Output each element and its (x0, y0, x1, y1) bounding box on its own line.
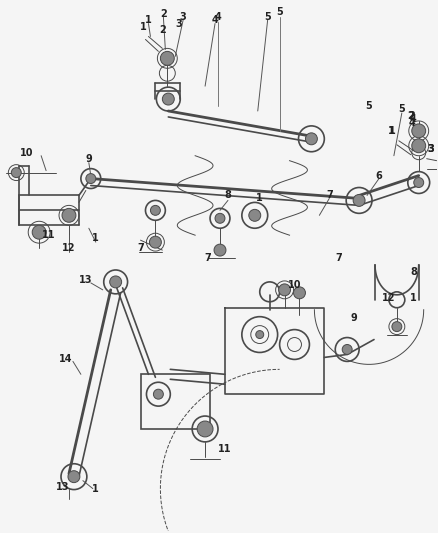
Circle shape (160, 51, 174, 65)
Circle shape (414, 177, 424, 188)
Text: 7: 7 (326, 190, 333, 200)
Circle shape (162, 93, 174, 105)
Text: 1: 1 (389, 126, 395, 136)
Text: 1: 1 (140, 21, 147, 31)
Text: 9: 9 (351, 313, 357, 322)
Text: 3: 3 (180, 12, 187, 22)
Circle shape (68, 471, 80, 482)
Circle shape (86, 174, 96, 183)
Text: 2: 2 (159, 25, 166, 35)
Text: 14: 14 (59, 354, 73, 365)
Text: 1: 1 (410, 293, 417, 303)
Circle shape (256, 330, 264, 338)
Text: 10: 10 (288, 280, 301, 290)
Text: 2: 2 (160, 9, 167, 19)
Text: 7: 7 (137, 243, 144, 253)
Text: 3: 3 (427, 144, 434, 154)
Circle shape (279, 284, 290, 296)
Circle shape (342, 344, 352, 354)
Text: 5: 5 (366, 101, 372, 111)
Circle shape (150, 205, 160, 215)
Circle shape (305, 133, 318, 145)
Text: 3: 3 (427, 144, 434, 154)
Circle shape (249, 209, 261, 221)
Text: 5: 5 (399, 104, 405, 114)
Text: 4: 4 (408, 118, 415, 128)
Circle shape (153, 389, 163, 399)
Text: 12: 12 (382, 293, 396, 303)
Circle shape (149, 236, 161, 248)
Text: 1: 1 (256, 193, 263, 204)
Text: 1: 1 (92, 483, 99, 494)
Text: 7: 7 (205, 253, 212, 263)
Circle shape (214, 244, 226, 256)
Circle shape (392, 321, 402, 332)
Circle shape (197, 421, 213, 437)
Text: 12: 12 (62, 243, 76, 253)
Text: 1: 1 (92, 233, 99, 243)
Text: 7: 7 (336, 253, 343, 263)
Text: 10: 10 (19, 148, 33, 158)
Circle shape (353, 195, 365, 206)
Text: 8: 8 (225, 190, 231, 200)
Text: 2: 2 (408, 111, 415, 121)
Text: 2: 2 (407, 111, 414, 121)
Text: 4: 4 (212, 14, 219, 25)
Circle shape (11, 168, 21, 177)
Text: 4: 4 (410, 114, 416, 124)
Text: 5: 5 (264, 12, 271, 22)
Text: 11: 11 (42, 230, 56, 240)
Text: 1: 1 (388, 126, 394, 136)
Circle shape (110, 276, 122, 288)
Circle shape (62, 208, 76, 222)
Text: 8: 8 (410, 267, 417, 277)
Circle shape (412, 124, 426, 138)
Text: 13: 13 (56, 482, 70, 491)
Circle shape (32, 225, 46, 239)
Bar (141, 374, 210, 429)
Circle shape (412, 139, 426, 153)
Circle shape (215, 213, 225, 223)
Circle shape (293, 287, 305, 299)
Text: 1: 1 (145, 14, 152, 25)
Text: 3: 3 (175, 19, 182, 29)
Text: 9: 9 (85, 154, 92, 164)
Text: 4: 4 (215, 12, 221, 22)
Text: 6: 6 (376, 171, 382, 181)
Text: 13: 13 (79, 275, 92, 285)
Text: 11: 11 (218, 444, 232, 454)
Text: 5: 5 (276, 6, 283, 17)
